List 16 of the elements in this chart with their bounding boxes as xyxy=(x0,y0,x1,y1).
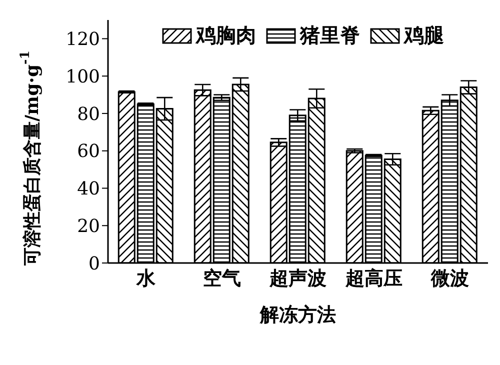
legend-label: 鸡胸肉 xyxy=(196,22,256,49)
y-tick-label: 120 xyxy=(66,29,100,50)
x-tick-label: 超声波 xyxy=(268,267,326,290)
y-tick-label: 100 xyxy=(66,66,100,88)
y-tick-label: 60 xyxy=(77,141,100,162)
x-tick-label: 微波 xyxy=(430,267,469,290)
y-tick-label: 80 xyxy=(77,104,100,125)
y-tick-label: 0 xyxy=(88,253,100,274)
x-tick-label: 空气 xyxy=(203,267,241,290)
x-tick-label: 超高压 xyxy=(344,267,402,290)
x-tick-label: 水 xyxy=(136,267,156,290)
legend-label: 鸡腿 xyxy=(404,22,444,49)
x-axis-title: 解冻方法 xyxy=(259,304,336,326)
y-tick-label: 40 xyxy=(77,178,100,200)
legend-label: 猪里脊 xyxy=(300,22,360,49)
y-tick-label: 20 xyxy=(77,216,100,238)
